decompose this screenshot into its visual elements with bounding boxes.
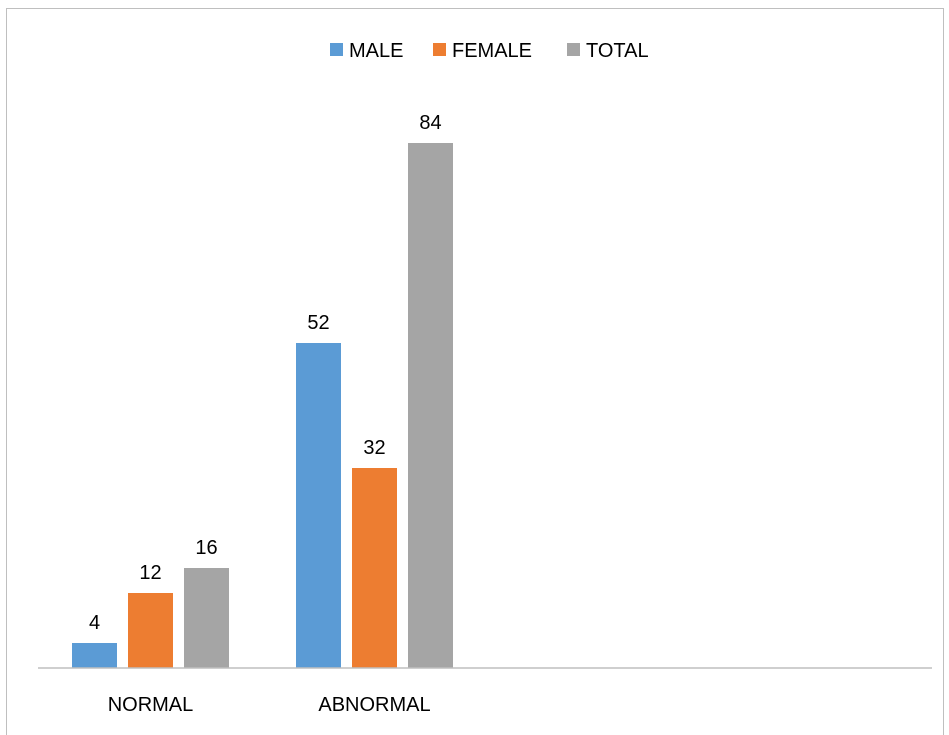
bar-abnormal-male	[296, 343, 341, 668]
data-label-normal-male: 4	[89, 612, 100, 634]
bar-abnormal-female	[352, 468, 397, 668]
legend-swatch-male	[330, 43, 343, 56]
bar-normal-male	[72, 643, 117, 668]
bar-abnormal-total	[408, 143, 453, 668]
bar-normal-female	[128, 593, 173, 668]
category-label-normal: NORMAL	[108, 694, 194, 716]
legend-label-male: MALE	[349, 40, 403, 62]
legend-label-total: TOTAL	[586, 40, 649, 62]
legend: MALE FEMALE TOTAL	[330, 40, 649, 62]
legend-label-female: FEMALE	[452, 40, 532, 62]
data-label-abnormal-total: 84	[419, 112, 441, 134]
data-label-abnormal-male: 52	[307, 312, 329, 334]
bars-layer	[72, 143, 453, 668]
legend-swatch-total	[567, 43, 580, 56]
data-label-normal-female: 12	[139, 562, 161, 584]
data-label-abnormal-female: 32	[363, 437, 385, 459]
legend-swatch-female	[433, 43, 446, 56]
data-labels-layer: 4 12 16 52 32 84	[89, 112, 442, 634]
category-labels-layer: NORMAL ABNORMAL	[108, 694, 431, 716]
data-label-normal-total: 16	[195, 537, 217, 559]
category-label-abnormal: ABNORMAL	[318, 694, 430, 716]
bar-normal-total	[184, 568, 229, 668]
